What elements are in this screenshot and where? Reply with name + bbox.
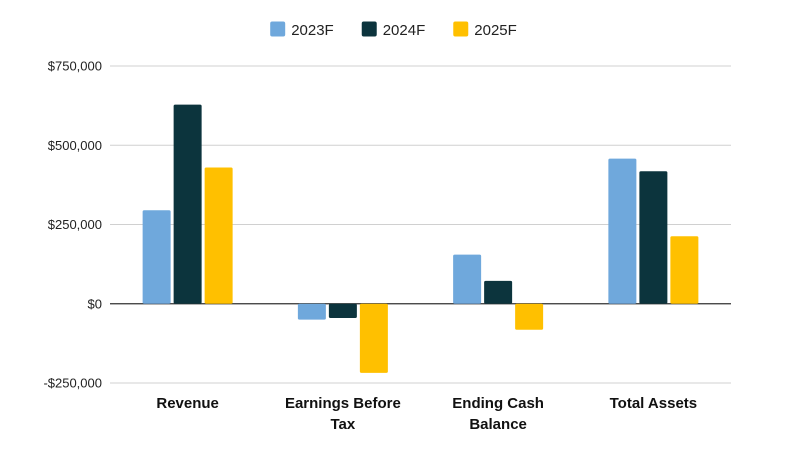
y-tick-label: $500,000: [48, 138, 102, 153]
y-tick-label: $0: [88, 296, 102, 311]
bar-2023F-0: [142, 210, 171, 304]
x-tick-label: Earnings Before: [285, 395, 401, 412]
legend-swatch-2023F: [270, 21, 286, 37]
axes: $750,000 $500,000 $250,000 $0 -$250,000 Reven…: [43, 59, 697, 434]
legend-swatch-2025F: [453, 21, 469, 37]
x-tick-label: Balance: [469, 416, 527, 433]
x-tick-label: Total Assets: [610, 395, 698, 412]
x-tick-label: Ending Cash: [452, 395, 544, 412]
y-tick-label: $750,000: [48, 59, 102, 74]
y-tick-label: $250,000: [48, 217, 102, 232]
legend-label: 2024F: [383, 22, 426, 39]
bar-2023F-2: [453, 254, 482, 304]
legend-swatch-2024F: [361, 21, 377, 37]
y-tick-label: -$250,000: [43, 376, 102, 391]
bar-2024F-0: [173, 104, 202, 304]
bars: [142, 104, 699, 373]
x-tick-label: Tax: [331, 416, 356, 433]
bar-2025F-0: [204, 167, 233, 304]
bar-2024F-3: [639, 171, 668, 304]
legend: 2023F 2024F 2025F: [270, 21, 517, 39]
bar-2025F-3: [670, 236, 699, 304]
bar-2025F-2: [515, 303, 544, 330]
gridlines: [110, 65, 731, 384]
bar-2023F-3: [608, 158, 637, 304]
legend-label: 2025F: [474, 22, 517, 39]
x-tick-label: Revenue: [156, 395, 219, 412]
bar-2024F-2: [484, 280, 513, 304]
bar-2024F-1: [328, 303, 357, 319]
legend-label: 2023F: [291, 22, 334, 39]
bar-2023F-1: [297, 303, 326, 320]
bar-2025F-1: [359, 303, 388, 373]
